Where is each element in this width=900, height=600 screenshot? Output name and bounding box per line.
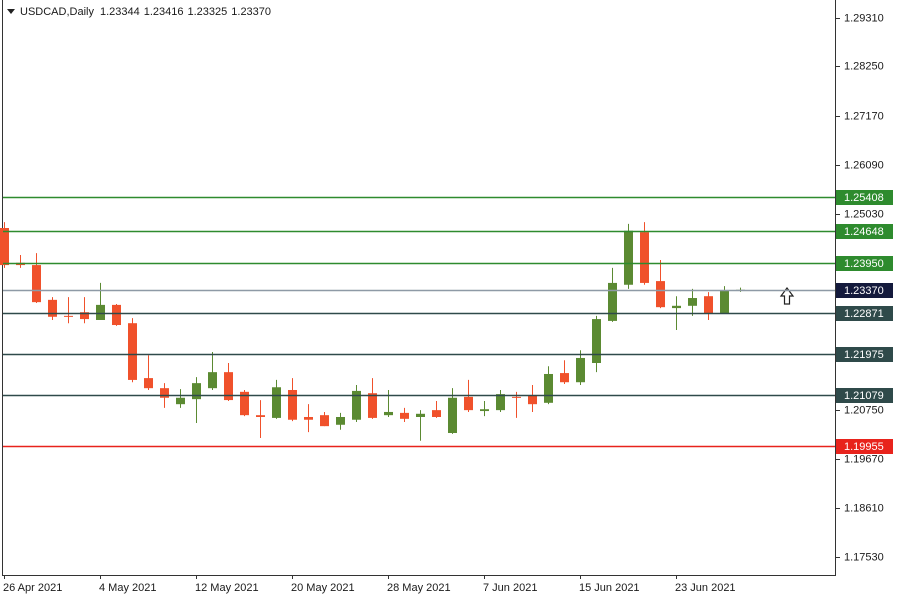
candle-body [48,299,57,317]
y-tick-label: 1.26090 [844,159,884,171]
level-label: 1.19955 [844,441,884,453]
y-tick-label: 1.20750 [844,404,884,416]
candle-body [176,397,185,405]
y-tick-label: 1.28250 [844,60,884,72]
candle-body [304,416,313,420]
x-tick-label: 26 Apr 2021 [3,582,62,594]
quote-open: 1.23344 [100,6,140,18]
x-tick-label: 4 May 2021 [99,582,156,594]
candle-body [704,296,713,314]
candle-body [368,393,377,418]
quote-close: 1.23370 [231,6,271,18]
menu-arrow[interactable] [7,9,15,14]
candle-body [576,357,585,383]
candle-body [352,390,361,420]
candle-body [240,391,249,416]
candle-body [112,304,121,326]
candle-body [96,304,105,320]
candle-body [640,232,649,283]
candle-body [720,290,729,314]
level-label: 1.21079 [844,390,884,402]
level-label: 1.23370 [844,285,884,297]
candle-body [0,228,9,266]
candle-body [480,409,489,412]
level-label: 1.22871 [844,308,884,320]
candle-body [448,397,457,434]
x-tick-label: 15 Jun 2021 [579,582,640,594]
candle-body [672,305,681,309]
candle-body [512,396,521,398]
level-label-box [836,224,893,239]
level-label-box [836,190,893,205]
candle-body [592,319,601,364]
y-tick-label: 1.19670 [844,453,884,465]
level-label-box [836,388,893,403]
level-label-box [836,306,893,321]
candle-body [192,383,201,400]
x-tick-label: 23 Jun 2021 [675,582,736,594]
candle-body [544,373,553,403]
candle-body [208,372,217,389]
candle-body [160,388,169,398]
y-tick-label: 1.25030 [844,208,884,220]
candle-body [256,415,265,417]
candle-body [416,413,425,417]
candle-body [80,312,89,320]
x-tick-label: 20 May 2021 [291,582,355,594]
x-tick-label: 7 Jun 2021 [483,582,537,594]
candle-body [464,396,473,411]
candle-body [496,394,505,411]
candle-body [224,372,233,401]
level-label-box [836,256,893,271]
level-label: 1.23950 [844,258,884,270]
candle-body [688,298,697,306]
candle-body [320,415,329,427]
candle-body [128,323,137,380]
candle-body [624,230,633,285]
level-label-box [836,347,893,362]
level-label-box [836,283,893,298]
candle-body [384,411,393,416]
level-label: 1.24648 [844,226,884,238]
candle-body [32,265,41,303]
candle-body [400,412,409,419]
y-tick-label: 1.18610 [844,502,884,514]
header: USDCAD,Daily 1.23344 1.23416 1.23325 1.23370 [20,6,271,18]
x-tick-label: 12 May 2021 [195,582,259,594]
level-label: 1.21975 [844,349,884,361]
candle-body [560,373,569,383]
level-label: 1.25408 [844,192,884,204]
y-tick-label: 1.17530 [844,551,884,563]
quote-high: 1.23416 [144,6,184,18]
symbol: USDCAD,Daily [20,6,94,18]
candle-body [608,282,617,321]
candle-body [336,416,345,425]
y-tick-label: 1.29310 [844,12,884,24]
candle-body [144,378,153,389]
candle-body [272,387,281,418]
candle-body [656,281,665,308]
candle-body [64,315,73,317]
y-tick-label: 1.27170 [844,110,884,122]
arrow-icon [779,287,795,305]
x-tick-label: 28 May 2021 [387,582,451,594]
candle-body [288,389,297,420]
candle-body [528,395,537,405]
candle-body [432,410,441,417]
level-label-box [836,439,893,454]
quote-low: 1.23325 [188,6,228,18]
